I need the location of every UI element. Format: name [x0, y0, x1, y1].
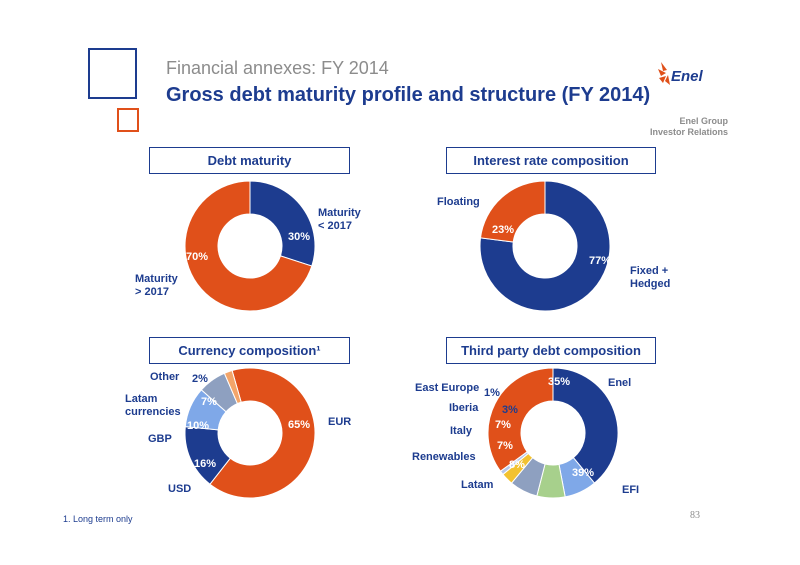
- company-ir-text: Investor Relations: [649, 127, 728, 137]
- category-label-maturity-2017: Maturity > 2017: [135, 273, 179, 298]
- chart-title-third-party: Third party debt composition: [446, 337, 656, 364]
- category-label-latam-currencies: Latam currencies: [125, 393, 181, 418]
- category-label-enel: Enel: [608, 377, 631, 389]
- value-label-maturity-2017: 70%: [186, 251, 208, 263]
- category-label-eur: EUR: [328, 416, 351, 428]
- company-group-text: Enel Group: [679, 116, 728, 126]
- category-label-usd: USD: [168, 483, 191, 495]
- category-label-gbp: GBP: [148, 433, 172, 445]
- value-label-fixed-hedged: 77%: [589, 255, 611, 267]
- value-label-floating: 23%: [492, 224, 514, 236]
- value-label-italy: 7%: [495, 419, 511, 431]
- value-label-latam-currencies: 7%: [201, 396, 217, 408]
- category-label-iberia: Iberia: [449, 402, 479, 414]
- enel-logo: Enel: [658, 62, 704, 85]
- slice-efi: [552, 367, 619, 484]
- slice-maturity-2017: [184, 180, 313, 312]
- slice-fixed-hedged: [479, 180, 611, 312]
- decorative-square-blue: [88, 48, 137, 99]
- value-label-east-europe: 1%: [484, 387, 500, 399]
- decorative-square-orange: [117, 108, 139, 132]
- footnote: 1. Long term only: [63, 514, 133, 524]
- category-label-italy: Italy: [450, 425, 473, 437]
- slice-other: [223, 369, 242, 405]
- category-label-efi: EFI: [622, 484, 639, 496]
- value-label-enel: 35%: [548, 376, 570, 388]
- value-label-gbp: 10%: [187, 420, 209, 432]
- company-label: Enel Group Investor Relations: [650, 116, 728, 138]
- value-label-latam: 8%: [509, 459, 525, 471]
- chart-title-debt-maturity: Debt maturity: [149, 147, 350, 174]
- value-label-eur: 65%: [288, 419, 310, 431]
- slice-eur: [209, 367, 316, 499]
- category-label-other: Other: [150, 371, 180, 383]
- value-label-usd: 16%: [194, 458, 216, 470]
- category-label-east-europe: East Europe: [415, 382, 479, 394]
- slice-maturity-2017: [249, 180, 316, 267]
- slice-enel: [487, 367, 554, 472]
- svg-text:Enel: Enel: [671, 68, 704, 85]
- value-label-iberia: 3%: [502, 404, 518, 416]
- category-label-latam: Latam: [461, 479, 494, 491]
- category-label-renewables: Renewables: [412, 451, 476, 463]
- slice-floating: [479, 180, 546, 243]
- category-label-floating: Floating: [437, 196, 480, 208]
- value-label-efi: 39%: [572, 467, 594, 479]
- value-label-maturity-2017: 30%: [288, 231, 310, 243]
- value-label-other: 2%: [192, 373, 208, 385]
- page-number: 83: [690, 510, 700, 521]
- page-supertitle: Financial annexes: FY 2014: [166, 58, 389, 78]
- category-label-fixed-hedged: Fixed + Hedged: [630, 265, 670, 290]
- chart-title-interest-rate: Interest rate composition: [446, 147, 656, 174]
- value-label-renewables: 7%: [497, 440, 513, 452]
- page-title: Gross debt maturity profile and structur…: [166, 84, 651, 106]
- category-label-maturity-2017: Maturity < 2017: [318, 207, 362, 232]
- chart-title-currency: Currency composition¹: [149, 337, 350, 364]
